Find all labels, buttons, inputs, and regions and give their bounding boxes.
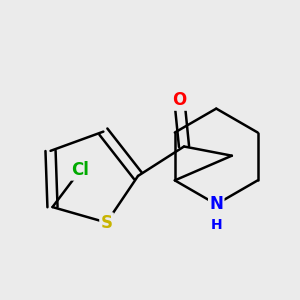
Text: Cl: Cl bbox=[71, 161, 89, 179]
Text: N: N bbox=[209, 195, 223, 213]
Text: H: H bbox=[210, 218, 222, 232]
Text: S: S bbox=[100, 214, 112, 232]
Text: O: O bbox=[172, 92, 187, 110]
